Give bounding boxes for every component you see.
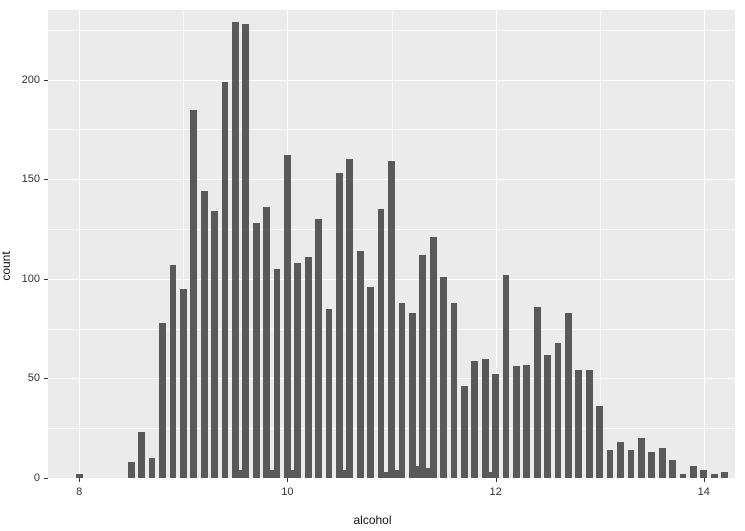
y-tick-label: 50 xyxy=(18,372,40,384)
y-tick-label: 100 xyxy=(18,273,40,285)
histogram-bar xyxy=(628,450,635,478)
histogram-bar xyxy=(367,287,374,478)
histogram-bar xyxy=(648,452,655,478)
histogram-bar xyxy=(544,355,551,478)
histogram-bar xyxy=(274,269,281,478)
histogram-bar xyxy=(513,366,520,478)
histogram-bar xyxy=(586,370,593,478)
y-tick-mark xyxy=(44,378,48,379)
histogram-bar xyxy=(326,309,333,478)
histogram-bar xyxy=(128,462,135,478)
histogram-bar xyxy=(596,406,603,478)
histogram-bar xyxy=(232,22,239,478)
histogram-bar xyxy=(346,159,353,478)
histogram-bar xyxy=(721,472,728,478)
plot-panel xyxy=(48,10,735,478)
histogram-bar xyxy=(659,448,666,478)
histogram-bar xyxy=(378,209,385,478)
x-tick-label: 12 xyxy=(489,486,501,498)
histogram-bar xyxy=(617,442,624,478)
y-tick-label: 0 xyxy=(18,472,40,484)
histogram-bar xyxy=(669,460,676,478)
histogram-bar xyxy=(357,251,364,478)
histogram-bar xyxy=(315,219,322,478)
x-tick-label: 14 xyxy=(698,486,710,498)
histogram-bar xyxy=(336,173,343,478)
histogram-bar xyxy=(242,24,249,478)
grid-line-v xyxy=(704,10,705,478)
y-tick-mark xyxy=(44,478,48,479)
histogram-bar xyxy=(211,211,218,478)
histogram-bar xyxy=(388,161,395,478)
histogram-bar xyxy=(222,82,229,478)
histogram-bar xyxy=(419,255,426,478)
y-tick-mark xyxy=(44,80,48,81)
histogram-bar xyxy=(461,386,468,478)
histogram-bar xyxy=(284,155,291,478)
histogram-bar xyxy=(555,343,562,478)
histogram-bar xyxy=(711,474,718,478)
histogram-bar xyxy=(253,223,260,478)
histogram-bar xyxy=(503,275,510,478)
histogram-bar xyxy=(430,237,437,478)
histogram-bar xyxy=(451,303,458,478)
histogram-bar xyxy=(565,313,572,478)
histogram-bar xyxy=(409,313,416,478)
histogram-bar xyxy=(680,474,687,478)
y-tick-label: 200 xyxy=(18,74,40,86)
x-tick-mark xyxy=(704,478,705,482)
histogram-bar xyxy=(482,359,489,478)
x-axis-label: alcohol xyxy=(353,513,391,527)
y-tick-label: 150 xyxy=(18,173,40,185)
histogram-bar xyxy=(399,303,406,478)
x-tick-mark xyxy=(496,478,497,482)
histogram-bar xyxy=(523,365,530,479)
histogram-bar xyxy=(170,265,177,478)
histogram-bar xyxy=(263,207,270,478)
x-tick-mark xyxy=(287,478,288,482)
x-tick-mark xyxy=(79,478,80,482)
histogram-chart: count alcohol 0 50 100 150 200 8 10 12 14 xyxy=(0,0,745,531)
histogram-bar xyxy=(440,277,447,478)
x-tick-label: 10 xyxy=(281,486,293,498)
histogram-bar xyxy=(159,323,166,478)
histogram-bar xyxy=(471,361,478,478)
histogram-bar xyxy=(149,458,156,478)
histogram-bar xyxy=(138,432,145,478)
histogram-bar xyxy=(575,370,582,478)
histogram-bar xyxy=(305,257,312,478)
histogram-bar xyxy=(201,191,208,478)
histogram-bar xyxy=(607,450,614,478)
x-tick-label: 8 xyxy=(76,486,82,498)
histogram-bar xyxy=(638,438,645,478)
histogram-bar xyxy=(294,263,301,478)
histogram-bar xyxy=(700,470,707,478)
histogram-bar xyxy=(534,307,541,478)
histogram-bar xyxy=(190,110,197,478)
histogram-bar xyxy=(492,374,499,478)
histogram-bar xyxy=(690,466,697,478)
y-tick-mark xyxy=(44,179,48,180)
histogram-bar xyxy=(180,289,187,478)
y-axis-label: count xyxy=(0,251,13,280)
grid-line-v xyxy=(79,10,80,478)
y-tick-mark xyxy=(44,279,48,280)
